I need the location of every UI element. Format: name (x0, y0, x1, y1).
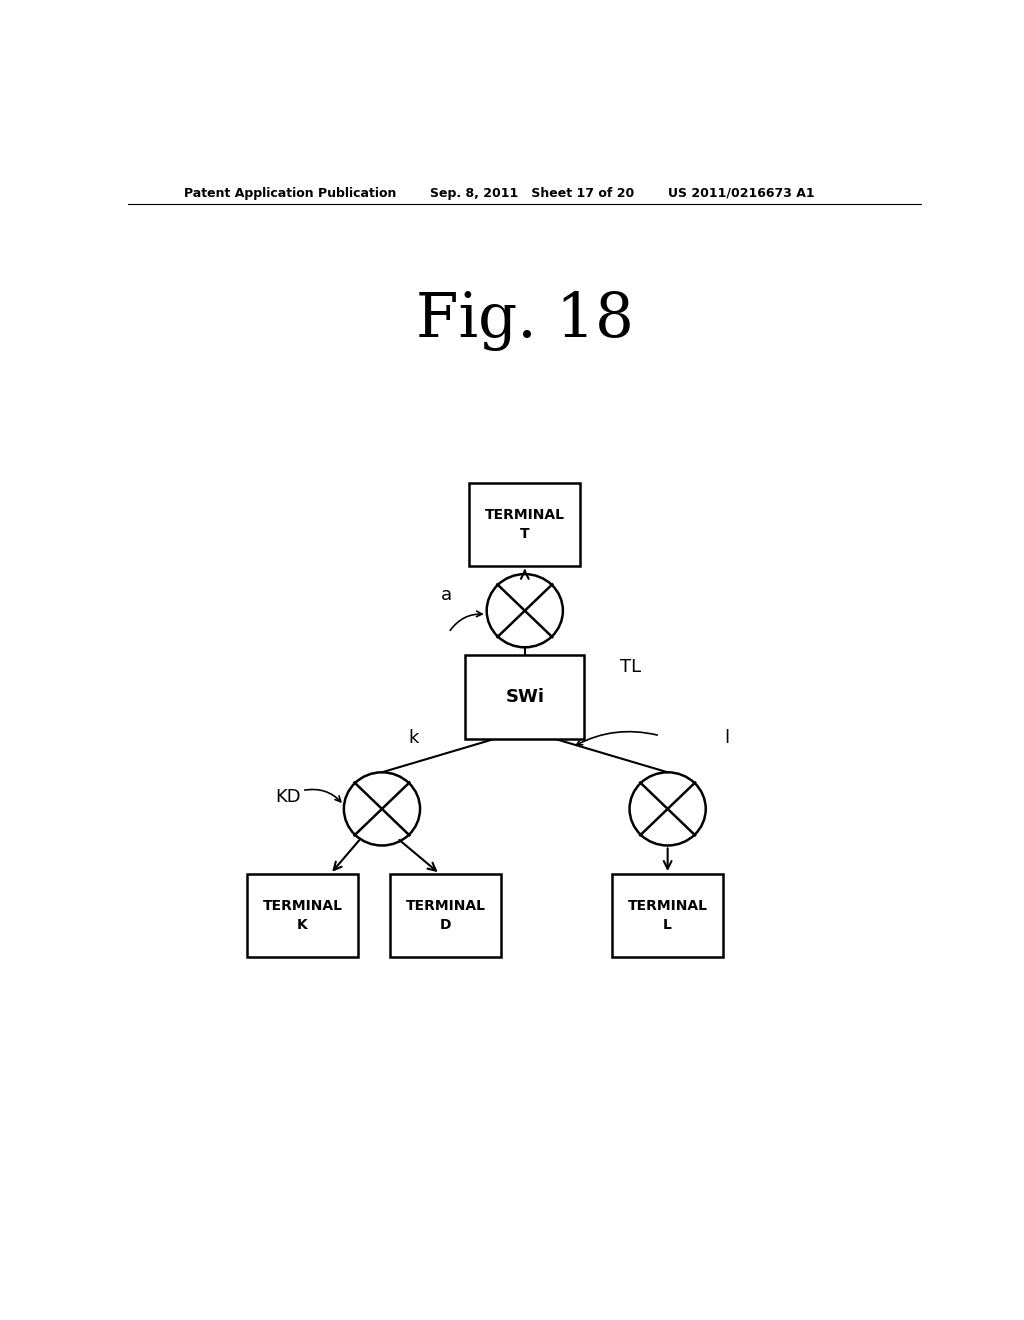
Text: KD: KD (275, 788, 301, 805)
FancyBboxPatch shape (247, 874, 358, 957)
Text: TERMINAL
D: TERMINAL D (406, 899, 485, 932)
FancyBboxPatch shape (390, 874, 501, 957)
FancyBboxPatch shape (612, 874, 723, 957)
Text: l: l (725, 729, 730, 747)
Text: US 2011/0216673 A1: US 2011/0216673 A1 (668, 187, 814, 199)
Text: TERMINAL
K: TERMINAL K (262, 899, 343, 932)
Text: a: a (440, 586, 452, 605)
FancyBboxPatch shape (465, 656, 585, 739)
Text: Fig. 18: Fig. 18 (416, 290, 634, 351)
Text: TERMINAL
L: TERMINAL L (628, 899, 708, 932)
FancyBboxPatch shape (469, 483, 581, 566)
Text: Sep. 8, 2011   Sheet 17 of 20: Sep. 8, 2011 Sheet 17 of 20 (430, 187, 634, 199)
Text: k: k (409, 729, 419, 747)
Text: TL: TL (620, 657, 641, 676)
Text: Patent Application Publication: Patent Application Publication (183, 187, 396, 199)
Text: TERMINAL
T: TERMINAL T (484, 508, 565, 540)
Text: SWi: SWi (505, 688, 545, 706)
